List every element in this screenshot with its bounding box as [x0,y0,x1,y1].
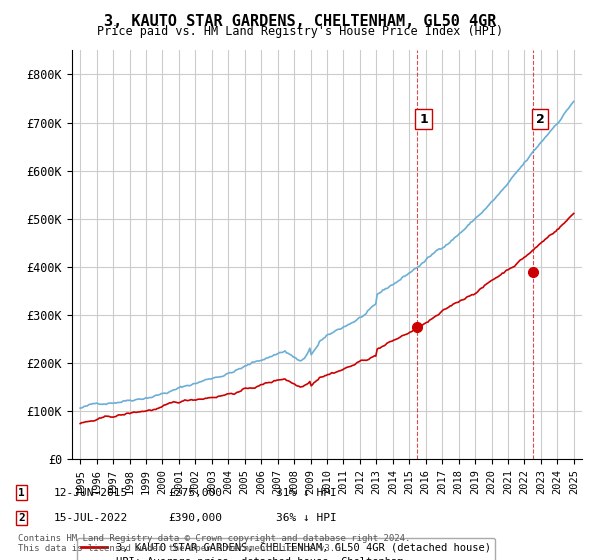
Text: 15-JUL-2022: 15-JUL-2022 [54,513,128,523]
Text: £390,000: £390,000 [168,513,222,523]
Text: Price paid vs. HM Land Registry's House Price Index (HPI): Price paid vs. HM Land Registry's House … [97,25,503,38]
Legend: 3, KAUTO STAR GARDENS, CHELTENHAM, GL50 4GR (detached house), HPI: Average price: 3, KAUTO STAR GARDENS, CHELTENHAM, GL50 … [77,538,495,560]
Text: £275,000: £275,000 [168,488,222,498]
Text: 12-JUN-2015: 12-JUN-2015 [54,488,128,498]
Text: 2: 2 [536,113,545,125]
Text: 2: 2 [18,513,25,523]
Text: 31% ↓ HPI: 31% ↓ HPI [276,488,337,498]
Text: 36% ↓ HPI: 36% ↓ HPI [276,513,337,523]
Text: Contains HM Land Registry data © Crown copyright and database right 2024.
This d: Contains HM Land Registry data © Crown c… [18,534,410,553]
Text: 1: 1 [419,113,428,125]
Text: 1: 1 [18,488,25,498]
Text: 3, KAUTO STAR GARDENS, CHELTENHAM, GL50 4GR: 3, KAUTO STAR GARDENS, CHELTENHAM, GL50 … [104,14,496,29]
